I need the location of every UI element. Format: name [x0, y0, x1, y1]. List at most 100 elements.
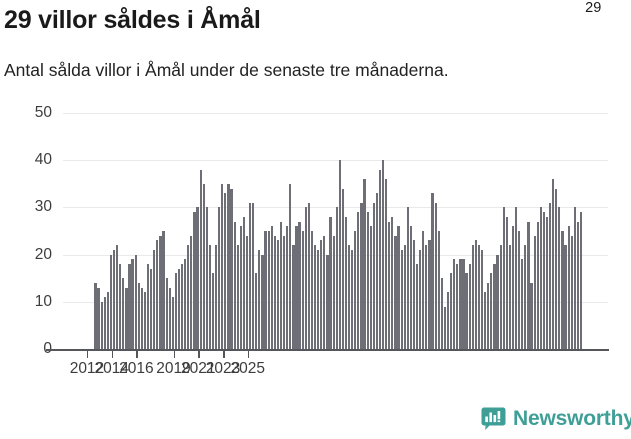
- bar[interactable]: [298, 221, 301, 349]
- bar[interactable]: [128, 264, 131, 349]
- bar[interactable]: [122, 278, 125, 349]
- bar[interactable]: [94, 282, 97, 349]
- bar[interactable]: [146, 264, 150, 349]
- bar[interactable]: [270, 226, 273, 349]
- bar[interactable]: [211, 273, 215, 349]
- bar[interactable]: [394, 235, 397, 349]
- bar[interactable]: [357, 212, 360, 349]
- bar[interactable]: [347, 245, 351, 349]
- bar[interactable]: [137, 282, 140, 349]
- bar[interactable]: [236, 245, 239, 349]
- bar[interactable]: [326, 254, 329, 349]
- bar[interactable]: [307, 202, 310, 349]
- bar[interactable]: [459, 259, 462, 349]
- bar[interactable]: [428, 240, 431, 349]
- bar[interactable]: [539, 207, 542, 349]
- bar[interactable]: [437, 231, 440, 349]
- bar[interactable]: [567, 226, 570, 349]
- bar[interactable]: [295, 226, 298, 349]
- bar[interactable]: [443, 306, 447, 349]
- bar[interactable]: [555, 188, 558, 349]
- bar[interactable]: [462, 259, 465, 349]
- bar[interactable]: [261, 254, 264, 349]
- bar[interactable]: [431, 193, 434, 349]
- bar[interactable]: [180, 264, 184, 349]
- bar[interactable]: [150, 268, 153, 349]
- bar[interactable]: [168, 287, 171, 349]
- bar[interactable]: [184, 259, 187, 349]
- bar[interactable]: [218, 207, 221, 349]
- bar[interactable]: [419, 249, 422, 349]
- bar[interactable]: [409, 226, 413, 349]
- bar[interactable]: [106, 292, 109, 349]
- bar[interactable]: [474, 240, 477, 349]
- bar[interactable]: [162, 231, 165, 349]
- bar[interactable]: [446, 292, 450, 349]
- bar[interactable]: [292, 245, 295, 349]
- bar[interactable]: [369, 226, 372, 349]
- bar[interactable]: [412, 240, 416, 349]
- bar[interactable]: [264, 231, 267, 349]
- bar[interactable]: [177, 268, 181, 349]
- bar[interactable]: [477, 245, 481, 349]
- bar[interactable]: [125, 287, 128, 349]
- bar[interactable]: [375, 193, 378, 349]
- bar[interactable]: [131, 259, 134, 349]
- bar[interactable]: [552, 179, 555, 349]
- bar[interactable]: [187, 245, 190, 349]
- bar[interactable]: [255, 273, 258, 349]
- bar[interactable]: [576, 221, 580, 349]
- bar[interactable]: [156, 240, 159, 349]
- bar[interactable]: [496, 254, 499, 349]
- bar[interactable]: [354, 231, 357, 349]
- bar[interactable]: [508, 245, 511, 349]
- bar[interactable]: [502, 207, 505, 349]
- bar[interactable]: [252, 202, 255, 349]
- bar[interactable]: [518, 231, 521, 349]
- bar[interactable]: [279, 221, 283, 349]
- bar[interactable]: [273, 235, 276, 349]
- bar[interactable]: [434, 202, 437, 349]
- bar[interactable]: [224, 193, 227, 349]
- bar[interactable]: [579, 212, 583, 349]
- bar[interactable]: [468, 264, 471, 349]
- bar[interactable]: [397, 226, 400, 349]
- bar[interactable]: [456, 264, 459, 349]
- bar[interactable]: [100, 301, 103, 349]
- bar[interactable]: [440, 278, 443, 349]
- bar[interactable]: [233, 221, 236, 349]
- bar[interactable]: [521, 259, 524, 349]
- bar[interactable]: [344, 216, 348, 349]
- bar[interactable]: [286, 226, 289, 349]
- bar[interactable]: [573, 207, 576, 349]
- bar[interactable]: [258, 249, 261, 349]
- bar[interactable]: [487, 282, 490, 349]
- bar[interactable]: [112, 249, 116, 349]
- bar[interactable]: [422, 231, 425, 349]
- bar[interactable]: [171, 297, 174, 349]
- bar[interactable]: [391, 216, 394, 349]
- bar[interactable]: [190, 235, 193, 349]
- bar[interactable]: [406, 207, 409, 349]
- bar[interactable]: [493, 264, 496, 349]
- newsworthy-logo[interactable]: Newsworthy: [481, 406, 631, 431]
- bar[interactable]: [205, 207, 208, 349]
- bar[interactable]: [484, 292, 487, 349]
- bar[interactable]: [561, 231, 564, 349]
- bar[interactable]: [116, 245, 119, 349]
- bar[interactable]: [511, 226, 515, 349]
- bar[interactable]: [471, 245, 474, 349]
- bar[interactable]: [313, 245, 317, 349]
- bar[interactable]: [548, 202, 552, 349]
- bar[interactable]: [465, 273, 468, 349]
- bar[interactable]: [97, 287, 100, 349]
- bar[interactable]: [109, 254, 113, 349]
- bar[interactable]: [480, 249, 484, 349]
- bar[interactable]: [143, 292, 147, 349]
- bar[interactable]: [527, 221, 530, 349]
- bar[interactable]: [320, 240, 323, 349]
- bar[interactable]: [564, 245, 567, 349]
- bar[interactable]: [119, 264, 122, 349]
- bar[interactable]: [323, 235, 326, 349]
- bar[interactable]: [545, 216, 549, 349]
